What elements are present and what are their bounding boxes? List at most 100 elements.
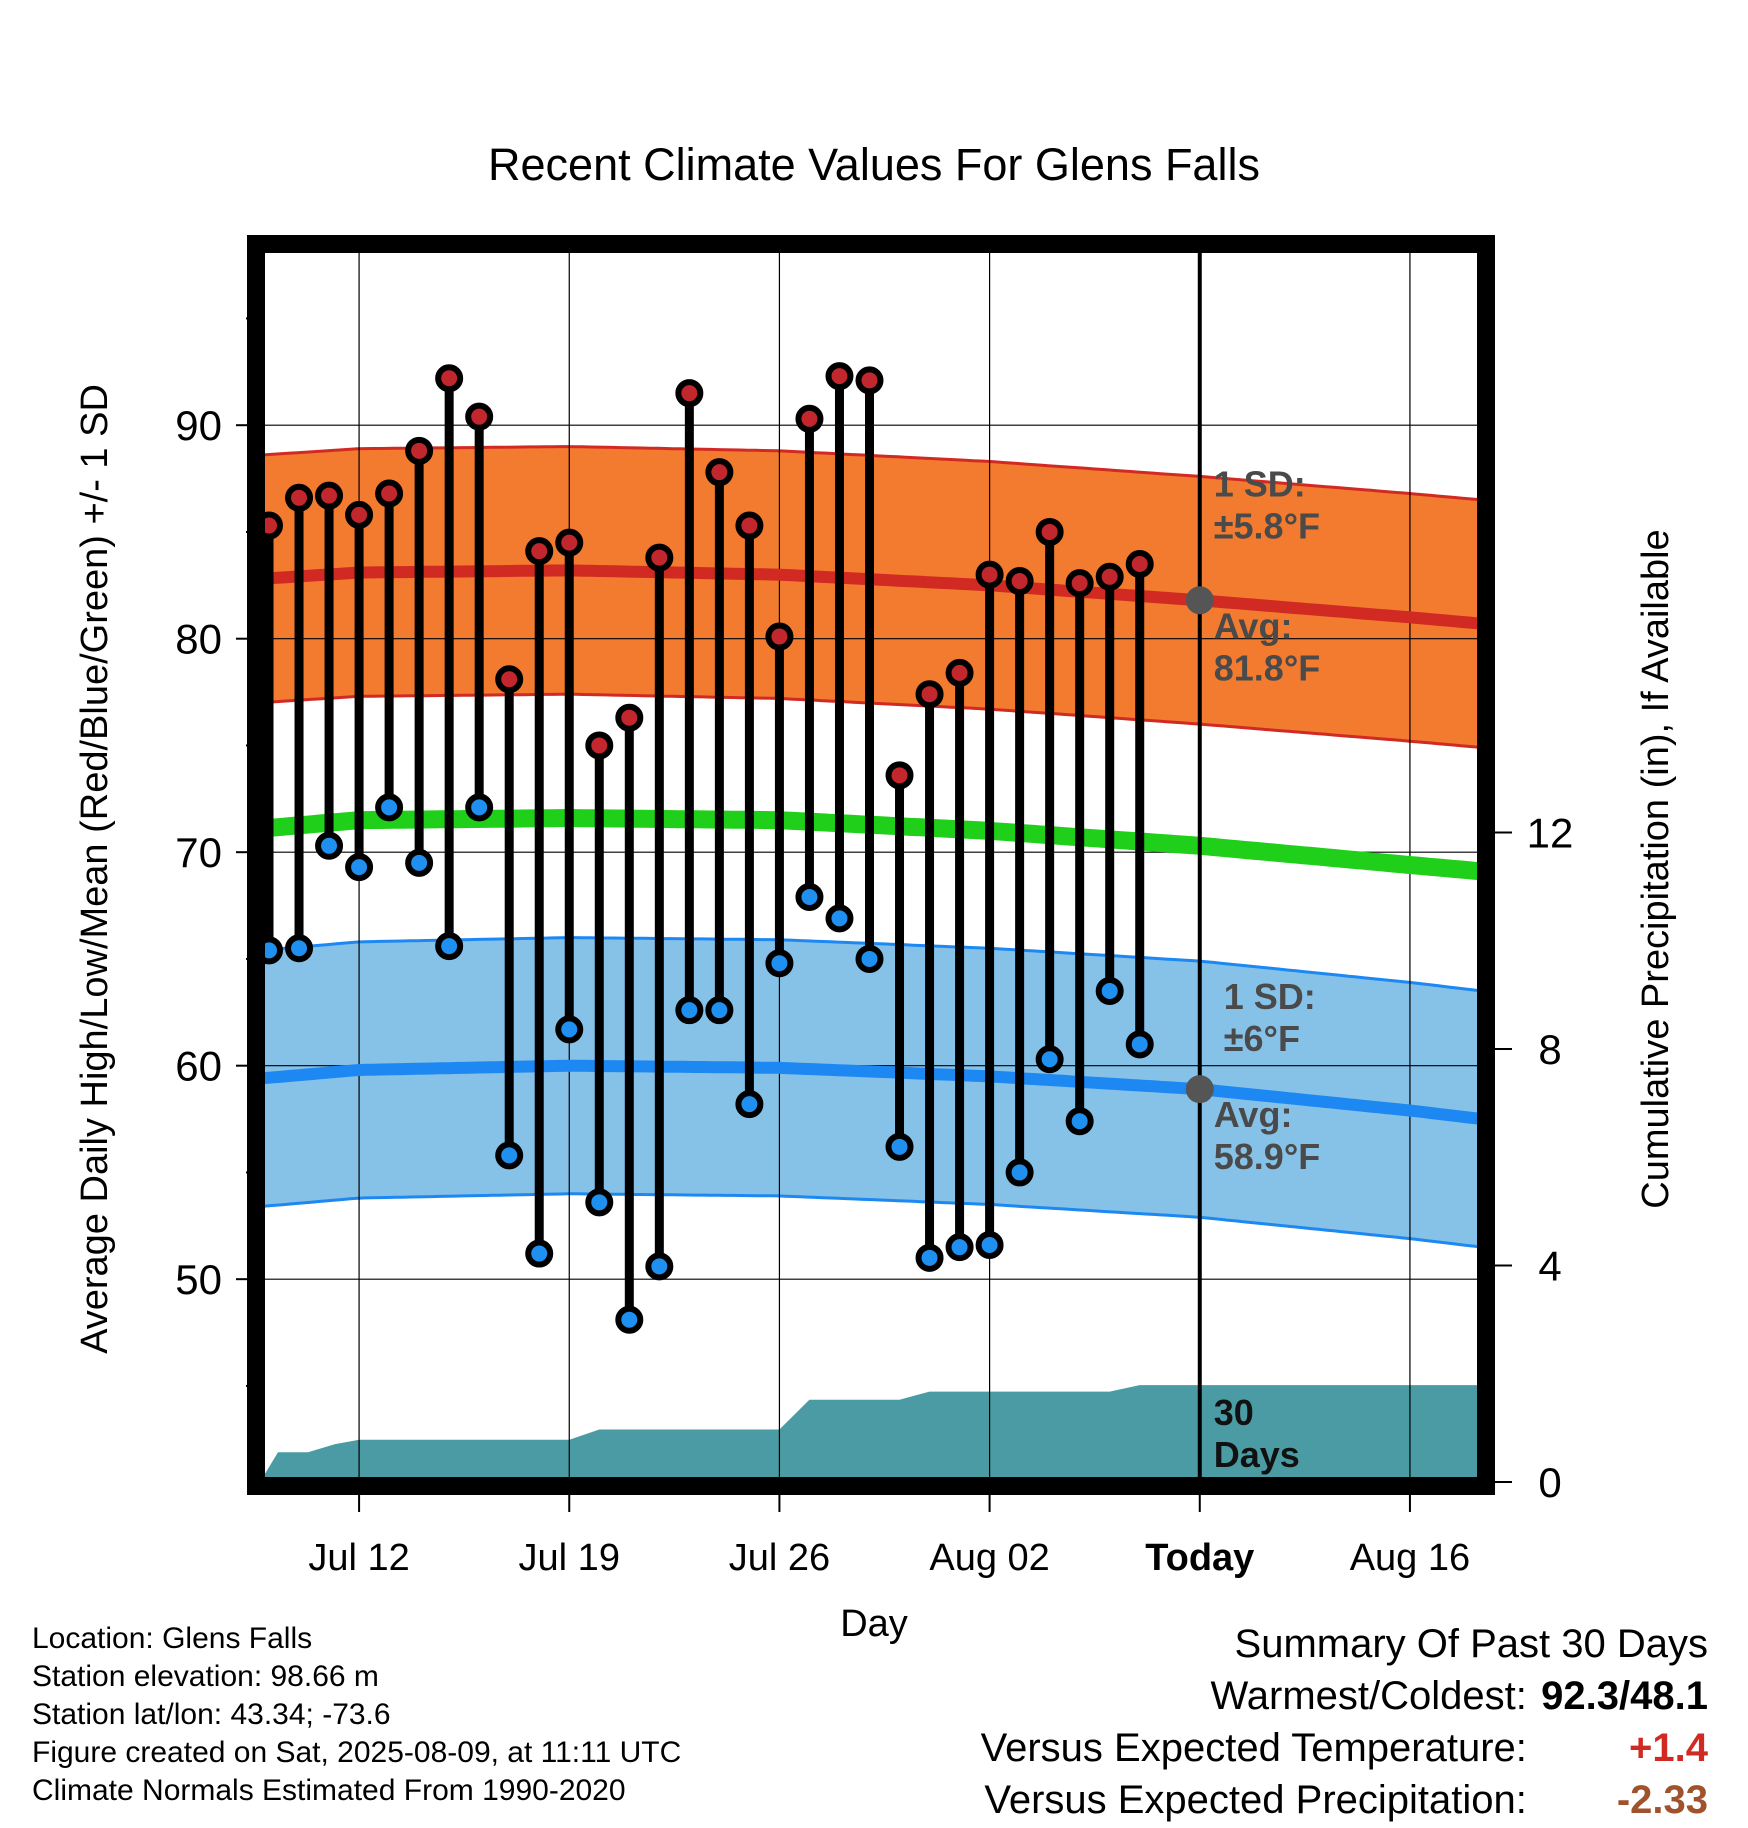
observed-high-point (345, 500, 374, 529)
info-created: Figure created on Sat, 2025-08-09, at 11… (32, 1736, 682, 1769)
high-avg-annotation-line2: 81.8°F (1214, 647, 1320, 688)
low-avg-annotation-line2: 58.9°F (1214, 1136, 1320, 1177)
high-sd-annotation-line2: ±5.8°F (1214, 505, 1320, 546)
y-axis-label: Average Daily High/Low/Mean (Red/Blue/Gr… (74, 384, 116, 1354)
summary-heading: Summary Of Past 30 Days (1234, 1622, 1708, 1666)
low-sd-annotation-line2: ±6°F (1224, 1018, 1300, 1059)
observed-high-point (405, 436, 434, 465)
observed-low-point (285, 934, 314, 963)
chart-title: Recent Climate Values For Glens Falls (488, 139, 1260, 190)
observed-low-point (495, 1141, 524, 1170)
observed-high-point (675, 379, 704, 408)
precip-value: -2.33 (1616, 1778, 1708, 1822)
today-high-normal-marker (1185, 586, 1214, 615)
today-low-normal-marker (1185, 1075, 1214, 1104)
observed-high-point (1125, 549, 1154, 578)
observed-high-point (765, 622, 794, 651)
y-tick-label-90: 90 (175, 402, 222, 449)
observed-low-point (795, 883, 824, 912)
y2-tick-label-0: 0 (1538, 1459, 1561, 1506)
observed-high-point (915, 680, 944, 709)
observed-low-point (1005, 1158, 1034, 1187)
observed-high-point (375, 479, 404, 508)
observed-low-point (405, 848, 434, 877)
observed-low-point (735, 1090, 764, 1119)
observed-low-point (975, 1231, 1004, 1260)
y2-tick-label-12: 12 (1527, 810, 1574, 857)
observed-low-point (615, 1305, 644, 1334)
observed-low-point (345, 853, 374, 882)
observed-high-point (645, 543, 674, 572)
observed-low-point (1035, 1045, 1064, 1074)
y-tick-label-60: 60 (175, 1043, 222, 1090)
observed-high-point (945, 658, 974, 687)
observed-low-point (465, 793, 494, 822)
summary-precip: Versus Expected Precipitation: -2.33 (981, 1774, 1708, 1826)
observed-low-point (555, 1015, 584, 1044)
observed-low-point (825, 904, 854, 933)
observed-low-point (435, 932, 464, 961)
observed-low-point (765, 949, 794, 978)
temp-value: +1.4 (1629, 1726, 1708, 1770)
info-location: Location: Glens Falls (32, 1622, 313, 1655)
observed-high-point (1065, 569, 1094, 598)
x-tick-label-3: Aug 02 (929, 1537, 1049, 1579)
summary-warm-cold: Warmest/Coldest: 92.3/48.1 (981, 1670, 1709, 1722)
high-sd-annotation-line1: 1 SD: (1214, 463, 1306, 504)
x-tick-label-1: Jul 19 (519, 1537, 620, 1579)
info-latlon: Station lat/lon: 43.34; -73.6 (32, 1698, 391, 1731)
observed-high-point (615, 703, 644, 732)
observed-high-point (1035, 517, 1064, 546)
observed-high-point (855, 366, 884, 395)
summary-temp: Versus Expected Temperature: +1.4 (981, 1722, 1708, 1774)
y-tick-label-80: 80 (175, 616, 222, 663)
x-tick-label-4: Today (1145, 1537, 1254, 1579)
info-elevation: Station elevation: 98.66 m (32, 1660, 379, 1693)
precip-annotation-line2: Days (1214, 1434, 1300, 1475)
observed-high-point (585, 731, 614, 760)
observed-low-point (885, 1132, 914, 1161)
warm-cold-value: 92.3/48.1 (1541, 1674, 1708, 1718)
station-info: Location: Glens Falls Station elevation:… (32, 1620, 681, 1810)
observed-high-point (735, 511, 764, 540)
normal-low-line (259, 1059, 1483, 1126)
x-tick-label-5: Aug 16 (1350, 1537, 1470, 1579)
observed-low-point (525, 1239, 554, 1268)
observed-high-point (795, 404, 824, 433)
y2-axis-label: Cumulative Precipitation (in), If Availa… (1635, 529, 1677, 1208)
x-tick-label-2: Jul 26 (729, 1537, 830, 1579)
observed-low-point (585, 1188, 614, 1217)
y-tick-label-70: 70 (175, 829, 222, 876)
observed-low-point (375, 793, 404, 822)
observed-low-point (1125, 1030, 1154, 1059)
observed-low-point (315, 831, 344, 860)
observed-low-point (855, 944, 884, 973)
observed-high-point (465, 402, 494, 431)
observed-high-point (705, 458, 734, 487)
x-axis-label: Day (840, 1603, 908, 1645)
y2-tick-label-8: 8 (1538, 1026, 1561, 1073)
warm-cold-label: Warmest/Coldest: (1210, 1674, 1527, 1718)
observed-low-point (1065, 1107, 1094, 1136)
summary-panel: Summary Of Past 30 Days Warmest/Coldest:… (981, 1618, 1708, 1826)
high-avg-annotation-line1: Avg: (1214, 605, 1293, 646)
x-tick-label-0: Jul 12 (308, 1537, 409, 1579)
y2-tick-label-4: 4 (1538, 1243, 1561, 1290)
temp-label: Versus Expected Temperature: (980, 1726, 1527, 1770)
observed-high-point (825, 362, 854, 391)
observed-high-point (1005, 567, 1034, 596)
info-normals: Climate Normals Estimated From 1990-2020 (32, 1774, 626, 1807)
observed-high-point (885, 761, 914, 790)
observed-low-point (705, 996, 734, 1025)
observed-high-point (315, 481, 344, 510)
precip-area (260, 1385, 1482, 1482)
low-band-lower-edge (259, 1192, 1483, 1249)
observed-high-point (555, 528, 584, 557)
precip-label: Versus Expected Precipitation: (984, 1778, 1527, 1822)
low-sd-annotation-line1: 1 SD: (1224, 976, 1316, 1017)
observed-high-point (525, 537, 554, 566)
observed-high-point (975, 560, 1004, 589)
observed-low-point (1095, 976, 1124, 1005)
observed-low-point (675, 996, 704, 1025)
